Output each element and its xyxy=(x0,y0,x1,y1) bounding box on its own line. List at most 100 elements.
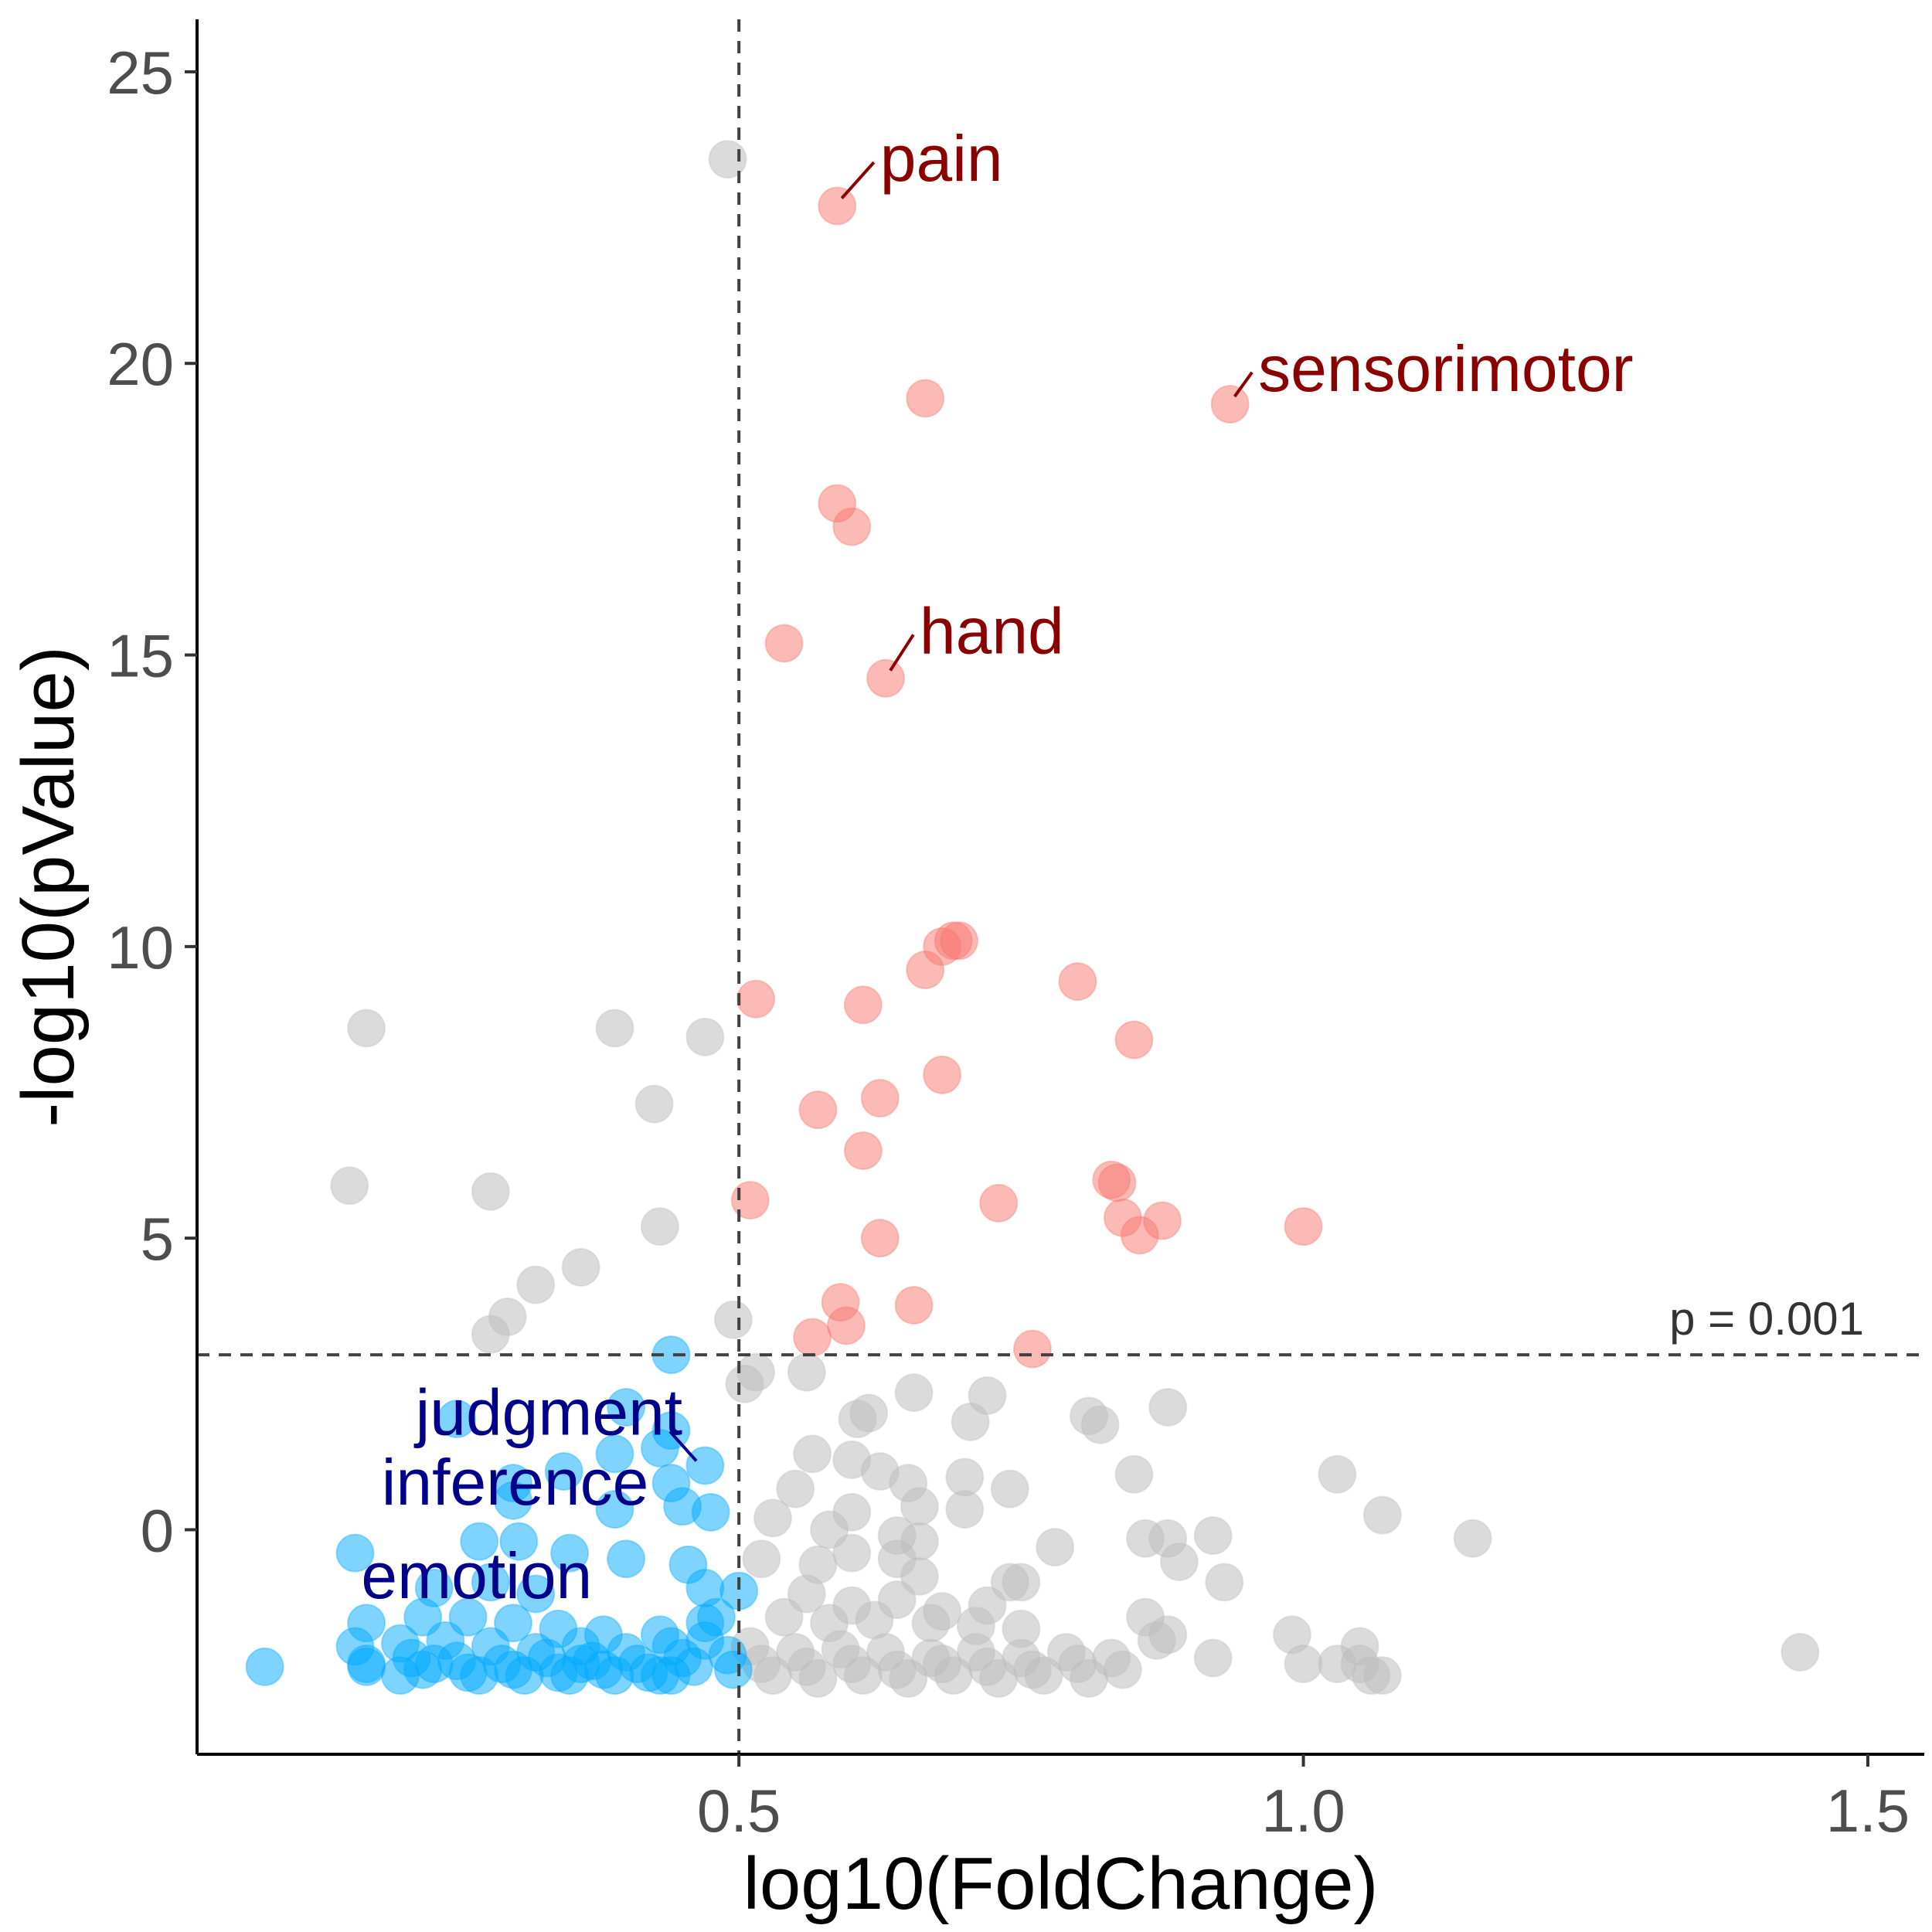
point-up-12 xyxy=(736,979,776,1019)
point-ns-54 xyxy=(1205,1563,1244,1602)
point-ns-39 xyxy=(810,1510,849,1549)
point-ns-30 xyxy=(990,1469,1029,1509)
point-up-11 xyxy=(1058,962,1097,1002)
point-up-31 xyxy=(793,1318,832,1357)
point-ns-50 xyxy=(900,1556,939,1596)
annotation-connector-sensorimotor xyxy=(1233,371,1253,398)
point-up-16 xyxy=(860,1079,900,1118)
y-tick-label: 25 xyxy=(107,39,174,107)
y-axis-title: -log10(pValue) xyxy=(7,646,90,1128)
point-ns-4 xyxy=(634,1084,674,1124)
point-ns-17 xyxy=(968,1376,1007,1415)
point-ns-89 xyxy=(1193,1638,1233,1678)
point-down-52 xyxy=(245,1647,284,1686)
point-down-16 xyxy=(550,1533,590,1573)
point-ns-48 xyxy=(742,1539,781,1579)
point-down-27 xyxy=(448,1597,488,1637)
point-ns-33 xyxy=(1362,1495,1402,1535)
y-tick-label: 5 xyxy=(141,1205,174,1273)
point-down-9 xyxy=(685,1446,725,1485)
point-down-5 xyxy=(595,1434,634,1474)
point-up-27 xyxy=(860,1219,900,1258)
point-ns-2 xyxy=(595,1009,634,1048)
point-ns-24 xyxy=(793,1434,832,1474)
point-ns-94 xyxy=(1781,1632,1820,1672)
annotation-connector-hand xyxy=(889,634,915,672)
y-tick-label: 0 xyxy=(141,1496,174,1564)
point-ns-38 xyxy=(945,1490,985,1529)
point-ns-60 xyxy=(764,1597,804,1637)
y-tick-label: 10 xyxy=(107,913,174,981)
point-ns-53 xyxy=(1159,1542,1199,1581)
y-tick-label: 15 xyxy=(107,622,174,690)
point-ns-3 xyxy=(685,1017,725,1056)
point-up-10 xyxy=(906,951,945,990)
point-down-10 xyxy=(595,1490,634,1529)
point-ns-103 xyxy=(1340,1645,1379,1684)
point-down-61 xyxy=(713,1650,753,1689)
point-ns-31 xyxy=(1114,1454,1154,1494)
point-ns-20 xyxy=(951,1402,990,1441)
point-ns-101 xyxy=(1024,1656,1063,1696)
point-up-5 xyxy=(764,624,804,663)
point-down-20 xyxy=(471,1563,510,1602)
point-ns-95 xyxy=(753,1656,792,1696)
point-up-26 xyxy=(1284,1207,1323,1247)
axes: 0.5 1.0 1.5 0 5 10 15 20 25 log10(FoldChange) -… xyxy=(7,19,1924,1925)
point-down-26 xyxy=(403,1597,443,1637)
threshold-label: p = 0.001 xyxy=(1669,1293,1864,1345)
annotation-inference: inference xyxy=(382,1446,649,1519)
x-axis-title: log10(FoldChange) xyxy=(743,1842,1379,1925)
x-ticks: 0.5 1.0 1.5 xyxy=(697,1754,1910,1845)
point-ns-5 xyxy=(330,1166,369,1206)
point-down-19 xyxy=(335,1533,375,1573)
point-ns-7 xyxy=(640,1207,679,1247)
point-up-20 xyxy=(1097,1163,1137,1202)
point-ns-12 xyxy=(713,1300,753,1339)
point-ns-47 xyxy=(832,1533,872,1573)
point-ns-88 xyxy=(1103,1650,1142,1689)
point-ns-0 xyxy=(708,140,747,179)
point-ns-34 xyxy=(1453,1519,1492,1558)
point-ns-23 xyxy=(1148,1388,1188,1427)
annotation-connector-pain xyxy=(840,161,876,199)
point-ns-28 xyxy=(776,1469,815,1509)
point-up-13 xyxy=(843,985,883,1025)
annotation-hand: hand xyxy=(920,594,1064,667)
point-ns-35 xyxy=(753,1498,792,1538)
point-ns-11 xyxy=(471,1315,510,1354)
point-down-6 xyxy=(544,1452,583,1492)
point-down-66 xyxy=(595,1656,634,1696)
point-up-14 xyxy=(1114,1020,1154,1060)
x-tick-label: 1.0 xyxy=(1261,1777,1345,1845)
point-up-17 xyxy=(798,1090,838,1130)
point-ns-45 xyxy=(1036,1528,1075,1567)
point-up-21 xyxy=(730,1181,770,1220)
x-tick-label: 1.5 xyxy=(1826,1777,1910,1845)
point-down-70 xyxy=(651,1656,691,1696)
point-down-53 xyxy=(347,1647,386,1686)
point-down-28 xyxy=(494,1604,533,1643)
point-up-25 xyxy=(1120,1216,1159,1255)
point-ns-102 xyxy=(1070,1658,1109,1698)
point-up-30 xyxy=(826,1306,866,1345)
point-ns-52 xyxy=(1002,1563,1041,1602)
point-down-13 xyxy=(494,1481,533,1520)
point-up-1 xyxy=(906,379,945,418)
y-ticks: 0 5 10 15 20 25 xyxy=(107,39,197,1564)
point-down-62 xyxy=(380,1656,420,1696)
data-points xyxy=(245,140,1820,1698)
point-down-14 xyxy=(460,1522,499,1561)
point-ns-19 xyxy=(838,1400,877,1439)
point-up-6 xyxy=(866,658,906,698)
y-tick-label: 20 xyxy=(107,330,174,398)
point-ns-79 xyxy=(1137,1621,1176,1660)
point-ns-99 xyxy=(934,1656,973,1696)
point-down-4 xyxy=(640,1428,679,1468)
point-up-18 xyxy=(843,1131,883,1170)
point-up-0 xyxy=(818,186,857,226)
point-down-22 xyxy=(516,1574,556,1614)
point-ns-16 xyxy=(894,1373,934,1413)
point-ns-97 xyxy=(843,1656,883,1696)
